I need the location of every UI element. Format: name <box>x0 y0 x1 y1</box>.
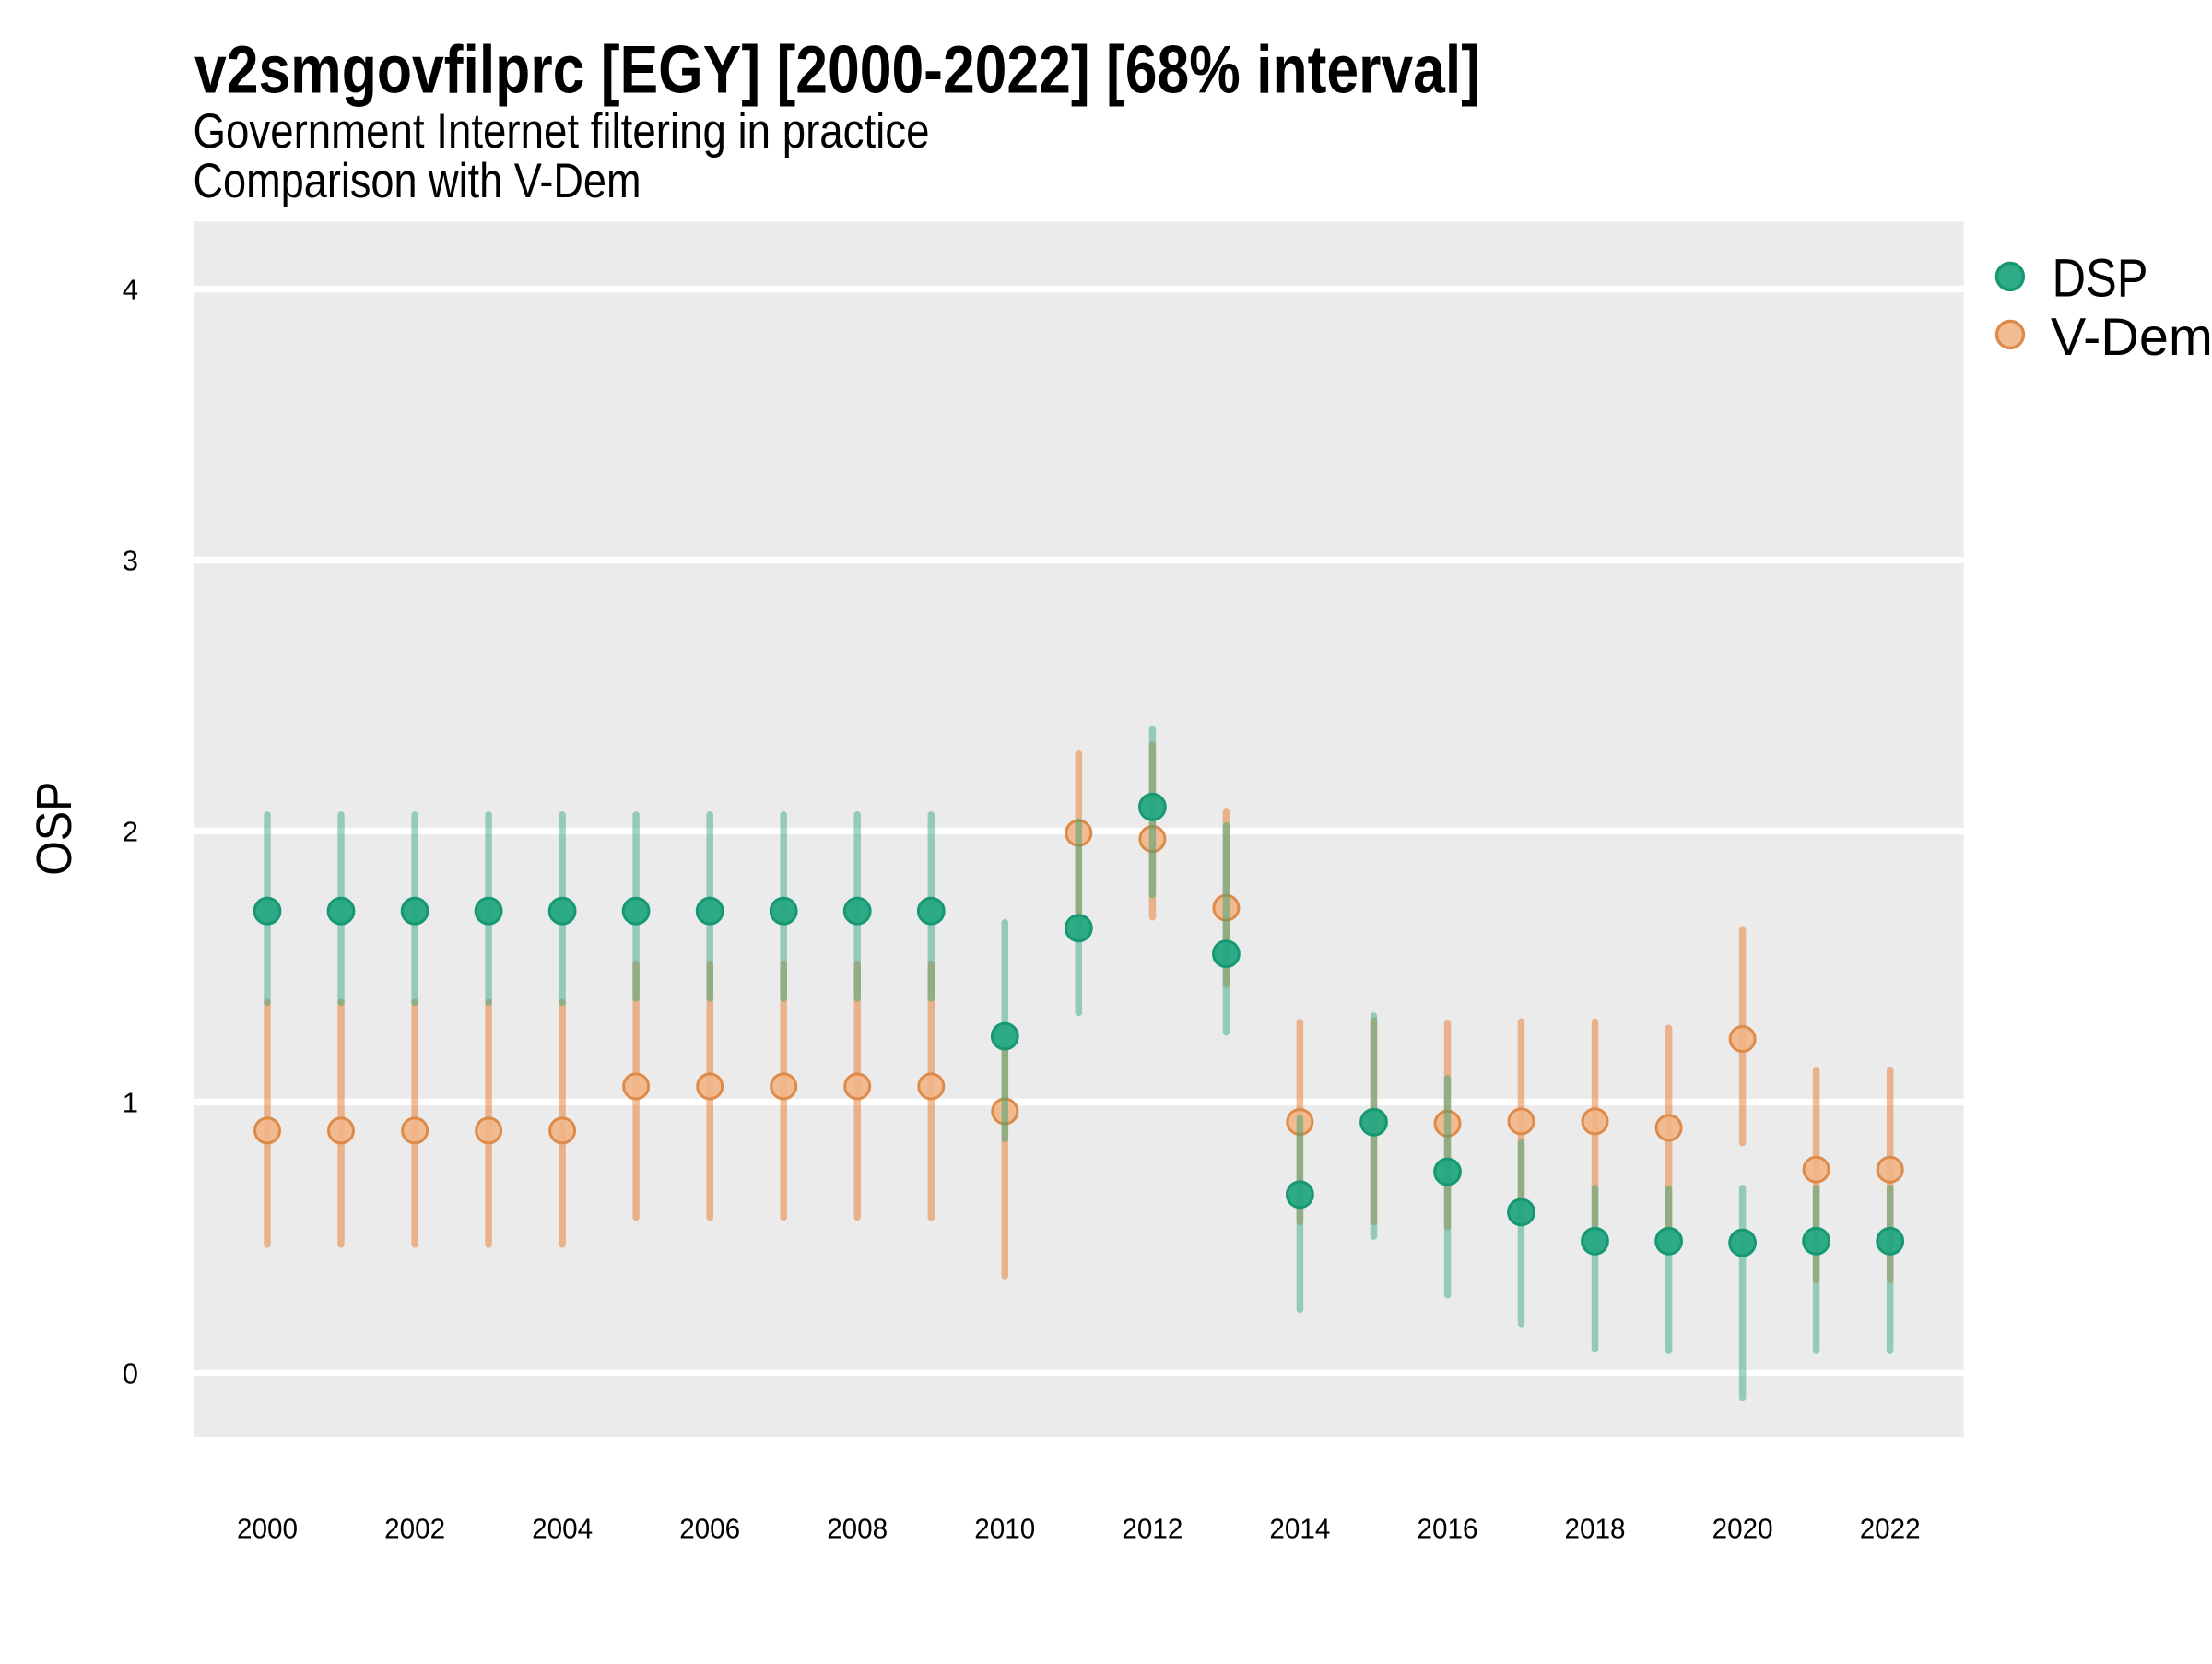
svg-text:2004: 2004 <box>532 1513 593 1544</box>
svg-text:0: 0 <box>123 1358 138 1390</box>
svg-text:2014: 2014 <box>1269 1513 1330 1544</box>
svg-text:4: 4 <box>123 274 138 306</box>
svg-text:1: 1 <box>123 1087 138 1119</box>
svg-text:2000: 2000 <box>237 1513 298 1544</box>
svg-text:V-Dem: V-Dem <box>2051 308 2212 367</box>
svg-text:2: 2 <box>123 816 138 848</box>
svg-text:v2smgovfilprc [EGY] [2000-2022: v2smgovfilprc [EGY] [2000-2022] [68% int… <box>194 33 1480 108</box>
svg-text:2022: 2022 <box>1860 1513 1921 1544</box>
svg-text:2016: 2016 <box>1418 1513 1478 1544</box>
svg-text:Government Internet filtering: Government Internet filtering in practic… <box>194 104 930 159</box>
svg-text:Comparison with V-Dem: Comparison with V-Dem <box>194 154 641 208</box>
svg-text:DSP: DSP <box>2053 249 2148 309</box>
svg-text:2002: 2002 <box>384 1513 445 1544</box>
svg-text:3: 3 <box>123 545 138 577</box>
svg-text:2020: 2020 <box>1712 1513 1773 1544</box>
svg-text:2010: 2010 <box>974 1513 1035 1544</box>
svg-text:2008: 2008 <box>827 1513 888 1544</box>
svg-text:2006: 2006 <box>679 1513 740 1544</box>
svg-text:2012: 2012 <box>1122 1513 1182 1544</box>
svg-text:2018: 2018 <box>1565 1513 1626 1544</box>
svg-text:OSP: OSP <box>27 782 82 876</box>
